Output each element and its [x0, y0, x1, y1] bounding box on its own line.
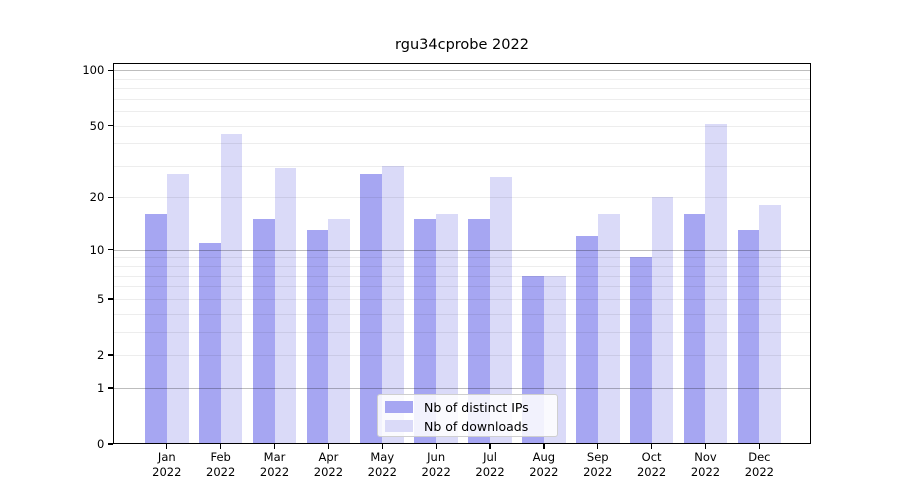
- y-tick-label-0: 0: [96, 437, 105, 451]
- bar-nb-of-distinct-ips-may-2022: [360, 174, 383, 444]
- x-tick-mark-aug-2022: [543, 444, 545, 449]
- x-tick-mark-jun-2022: [435, 444, 437, 449]
- x-tick-mark-mar-2022: [273, 444, 276, 449]
- x-tick-label-jun-2022: Jun 2022: [421, 450, 451, 479]
- x-tick-mark-dec-2022: [758, 444, 761, 449]
- bar-nb-of-downloads-nov-2022: [705, 123, 728, 444]
- bar-nb-of-downloads-mar-2022: [274, 168, 297, 444]
- x-tick-mark-oct-2022: [651, 444, 653, 449]
- y-tick-mark-0: [108, 443, 114, 445]
- bar-nb-of-distinct-ips-sep-2022: [575, 236, 598, 444]
- bar-nb-of-distinct-ips-nov-2022: [683, 214, 706, 444]
- y-tick-label-50: 50: [89, 118, 105, 133]
- y-tick-mark-2: [108, 354, 114, 356]
- bar-nb-of-distinct-ips-apr-2022: [306, 230, 329, 444]
- bar-nb-of-downloads-jul-2022: [490, 177, 512, 444]
- legend-item-downloads: Nb of downloads: [385, 418, 557, 435]
- y-tick-mark-100: [108, 69, 114, 71]
- bar-nb-of-downloads-sep-2022: [597, 214, 620, 444]
- downloads-swatch: [385, 420, 413, 432]
- legend: Nb of distinct IPs Nb of downloads: [377, 393, 558, 437]
- bar-nb-of-distinct-ips-oct-2022: [629, 257, 652, 444]
- bar-nb-of-downloads-jan-2022: [166, 174, 189, 444]
- y-tick-mark-10: [108, 249, 114, 251]
- y-tick-label-5: 5: [96, 291, 105, 306]
- x-tick-label-jan-2022: Jan 2022: [152, 450, 182, 479]
- bar-nb-of-downloads-apr-2022: [328, 219, 351, 444]
- x-tick-mark-may-2022: [381, 444, 383, 449]
- bar-nb-of-downloads-may-2022: [382, 165, 405, 444]
- bars-layer: [113, 63, 811, 444]
- bar-nb-of-distinct-ips-jul-2022: [468, 219, 490, 444]
- x-tick-label-may-2022: May 2022: [367, 450, 397, 479]
- bar-nb-of-distinct-ips-jun-2022: [414, 219, 437, 444]
- bar-nb-of-distinct-ips-dec-2022: [737, 230, 760, 444]
- x-tick-label-apr-2022: Apr 2022: [313, 450, 344, 479]
- bar-nb-of-downloads-jun-2022: [436, 214, 458, 444]
- x-tick-label-mar-2022: Mar 2022: [259, 450, 290, 479]
- legend-label-distinct-ips: Nb of distinct IPs: [424, 399, 529, 415]
- x-tick-label-feb-2022: Feb 2022: [206, 450, 236, 479]
- y-tick-label-10: 10: [89, 242, 105, 257]
- bar-nb-of-downloads-feb-2022: [220, 133, 243, 444]
- bar-nb-of-distinct-ips-jan-2022: [144, 214, 167, 444]
- y-tick-mark-20: [108, 196, 114, 199]
- y-tick-label-1: 1: [96, 380, 105, 395]
- legend-item-distinct-ips: Nb of distinct IPs: [385, 399, 557, 416]
- plot-area: [113, 63, 811, 444]
- x-tick-label-jul-2022: Jul 2022: [475, 450, 505, 479]
- x-tick-mark-jan-2022: [166, 444, 168, 449]
- y-tick-mark-1: [108, 387, 114, 389]
- x-tick-mark-feb-2022: [220, 444, 222, 449]
- y-tick-label-2: 2: [96, 348, 105, 362]
- y-tick-label-100: 100: [82, 63, 105, 78]
- x-tick-label-dec-2022: Dec 2022: [744, 450, 774, 479]
- x-tick-mark-apr-2022: [327, 444, 330, 449]
- bar-nb-of-distinct-ips-mar-2022: [252, 219, 275, 444]
- x-tick-label-aug-2022: Aug 2022: [529, 450, 559, 479]
- x-tick-label-oct-2022: Oct 2022: [636, 450, 667, 479]
- bar-nb-of-downloads-dec-2022: [759, 205, 782, 444]
- distinct-ips-swatch: [385, 401, 413, 413]
- x-tick-label-sep-2022: Sep 2022: [583, 450, 613, 479]
- legend-label-downloads: Nb of downloads: [424, 418, 529, 434]
- x-tick-label-nov-2022: Nov 2022: [690, 450, 721, 479]
- y-tick-mark-5: [108, 298, 114, 300]
- x-tick-mark-jul-2022: [489, 444, 491, 449]
- x-tick-mark-nov-2022: [704, 444, 707, 449]
- chart-title: rgu34cprobe 2022: [395, 37, 529, 53]
- bar-nb-of-downloads-oct-2022: [651, 197, 674, 444]
- x-tick-mark-sep-2022: [597, 444, 599, 449]
- y-tick-label-20: 20: [89, 190, 105, 205]
- y-tick-mark-50: [108, 124, 114, 127]
- bar-nb-of-distinct-ips-feb-2022: [198, 242, 221, 444]
